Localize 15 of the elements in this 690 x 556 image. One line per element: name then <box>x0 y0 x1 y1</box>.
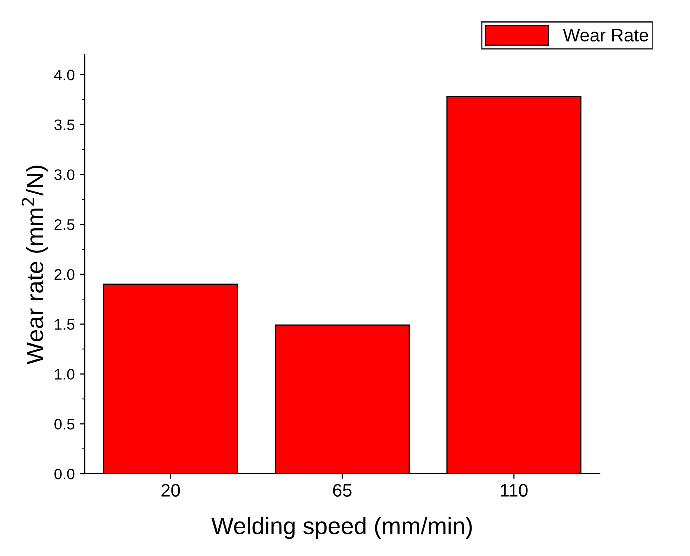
y-tick-label: 4.0 <box>54 70 75 81</box>
y-tick-label: 2.0 <box>54 269 75 280</box>
y-tick-label: 2.5 <box>54 219 75 230</box>
y-tick-label: 1.5 <box>55 319 75 330</box>
legend-label: Wear Rate <box>563 29 648 42</box>
x-tick-label: 20 <box>162 484 180 497</box>
y-tick-label: 0.0 <box>54 468 75 480</box>
y-axis-title: Wear rate (mm$^{2}$/N) <box>22 166 48 365</box>
x-tick-label: 65 <box>333 484 352 497</box>
y-tick-label: 3.0 <box>54 170 75 180</box>
y-tick-label: 3.5 <box>54 120 75 131</box>
y-tick-label: 1.0 <box>55 369 75 380</box>
x-axis-title: Welding speed (mm/min) <box>212 517 472 540</box>
y-tick-label: 0.5 <box>54 418 75 430</box>
x-tick-label: 110 <box>501 484 528 497</box>
